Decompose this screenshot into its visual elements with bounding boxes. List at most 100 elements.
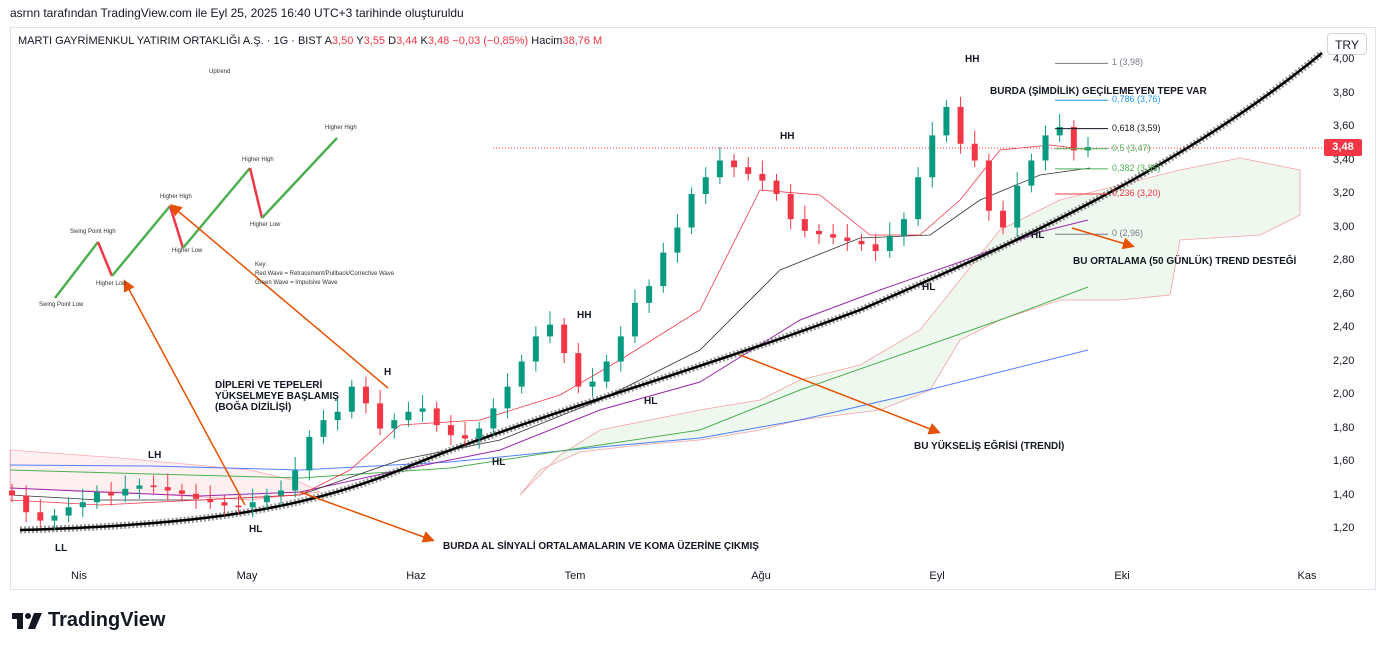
candle-body bbox=[193, 493, 200, 499]
candle-body bbox=[207, 498, 214, 503]
y-tick-label: 3,40 bbox=[1333, 153, 1355, 166]
x-tick-label: May bbox=[236, 570, 258, 582]
x-tick-label: Ağu bbox=[751, 570, 771, 582]
candle-body bbox=[646, 286, 653, 303]
candle-body bbox=[306, 436, 313, 471]
candle-body bbox=[79, 502, 86, 508]
candle-body bbox=[617, 336, 624, 362]
diagram-higher-high-1: Higher High bbox=[160, 194, 192, 200]
chart-frame[interactable] bbox=[10, 27, 1376, 590]
candle-body bbox=[759, 173, 766, 181]
candle-body bbox=[886, 235, 893, 251]
label-hl-3: HL bbox=[644, 396, 658, 407]
candle-body bbox=[773, 180, 780, 194]
open-value: 3,50 bbox=[332, 35, 354, 47]
candle-body bbox=[915, 177, 922, 220]
candle-body bbox=[532, 336, 539, 362]
currency-button[interactable]: TRY bbox=[1327, 33, 1367, 55]
candle-body bbox=[462, 435, 469, 439]
fib-level-label: 0,5 (3,47) bbox=[1112, 142, 1151, 153]
high-value: 3,55 bbox=[363, 35, 386, 47]
fib-level-label: 0,618 (3,59) bbox=[1112, 122, 1161, 133]
candle-body bbox=[65, 507, 72, 516]
label-h: H bbox=[384, 367, 392, 378]
candle-body bbox=[716, 160, 723, 178]
arrow-burda-al bbox=[299, 491, 435, 543]
note-ortalama: BU ORTALAMA (50 GÜNLÜK) TREND DESTEĞİ bbox=[1073, 256, 1297, 267]
ma-purple-line bbox=[9, 219, 1089, 497]
candle-body bbox=[419, 408, 426, 412]
symbol-name: MARTI GAYRİMENKUL YATIRIM ORTAKLIĞI A.Ş.… bbox=[18, 35, 323, 47]
candle-body bbox=[23, 495, 30, 513]
candle-body bbox=[985, 160, 992, 211]
cloud-red-area bbox=[9, 449, 322, 501]
fib-level-label: 0,236 (3,20) bbox=[1112, 188, 1161, 198]
fib-level-label: 1 (3,98) bbox=[1112, 57, 1144, 68]
diagram-higher-high-3: Higher High bbox=[325, 125, 357, 131]
note-yukselis: BU YÜKSELİŞ EĞRİSİ (TRENDİ) bbox=[914, 441, 1065, 452]
close-value: 3,48 bbox=[427, 35, 450, 47]
candle-body bbox=[391, 420, 398, 429]
y-tick-label: 2,00 bbox=[1333, 388, 1355, 400]
candle-body bbox=[801, 219, 808, 231]
fib-retracement-lines bbox=[1055, 62, 1108, 235]
x-tick-label: Eyl bbox=[929, 570, 945, 582]
candle-body bbox=[1014, 185, 1021, 228]
candle-body bbox=[278, 490, 284, 496]
candle-body bbox=[108, 492, 115, 496]
candle-body bbox=[858, 240, 865, 245]
diagram-green-wave-3 bbox=[182, 167, 251, 249]
diagram-title: Uptrend bbox=[209, 69, 231, 75]
y-tick-label: 2,20 bbox=[1333, 354, 1355, 367]
label-ll: LL bbox=[55, 543, 68, 554]
note-dipler: DİPLERİ VE TEPELERİ YÜKSELMEYE BAŞLAMIŞ … bbox=[215, 380, 339, 413]
candle-body bbox=[943, 106, 950, 136]
last-price-badge: 3,48 bbox=[1324, 139, 1362, 156]
candle-body bbox=[1042, 135, 1049, 161]
diagram-swing-low: Swing Point Low bbox=[39, 302, 84, 308]
candle-body bbox=[51, 515, 58, 521]
diagram-green-wave-4 bbox=[261, 137, 338, 219]
candle-body bbox=[830, 234, 837, 238]
candle-body bbox=[405, 411, 412, 421]
candle-body bbox=[249, 502, 256, 508]
candle-body bbox=[504, 386, 511, 409]
candle-body bbox=[136, 485, 143, 489]
y-tick-label: 2,80 bbox=[1333, 254, 1355, 266]
note-tepe: BURDA (ŞİMDİLİK) GEÇİLEMEYEN TEPE VAR bbox=[990, 86, 1207, 97]
candle-body bbox=[816, 230, 822, 235]
volume-value: 38,76 M bbox=[562, 35, 603, 47]
candle-body bbox=[221, 502, 228, 506]
label-hh-1: HH bbox=[577, 310, 592, 321]
label-hh-2: HH bbox=[780, 131, 795, 142]
ma-red-line bbox=[9, 144, 1091, 506]
change-value: −0,03 (−0,85%) bbox=[452, 35, 529, 47]
fib-level-label: 0 (2,96) bbox=[1112, 228, 1144, 239]
y-tick-label: 3,60 bbox=[1333, 120, 1355, 132]
y-tick-label: 1,20 bbox=[1333, 522, 1355, 534]
candle-body bbox=[787, 194, 794, 220]
diagram-green-wave-2 bbox=[111, 205, 171, 277]
candle-body bbox=[490, 408, 497, 429]
label-hh-3: HH bbox=[965, 54, 980, 65]
low-value: 3,44 bbox=[396, 35, 418, 47]
candle-body bbox=[688, 194, 695, 228]
candle-body bbox=[164, 487, 171, 491]
candle-body bbox=[1070, 127, 1077, 151]
candle-body bbox=[745, 167, 752, 174]
candle-body bbox=[971, 143, 978, 161]
candle-body bbox=[9, 490, 15, 496]
diagram-swing-high: Swing Point High bbox=[70, 229, 116, 235]
y-tick-label: 1,40 bbox=[1333, 488, 1355, 501]
y-tick-label: 3,80 bbox=[1333, 86, 1355, 99]
candle-body bbox=[447, 425, 454, 436]
candle-body bbox=[320, 420, 327, 437]
candle-body bbox=[561, 324, 568, 354]
candle-body bbox=[575, 353, 582, 387]
arrow-dipler-1 bbox=[123, 279, 246, 506]
label-hl-5: HL bbox=[1031, 230, 1045, 241]
candle-body bbox=[929, 135, 936, 178]
tradingview-logo[interactable]: TradingView bbox=[12, 609, 165, 632]
candle-body bbox=[292, 470, 299, 491]
